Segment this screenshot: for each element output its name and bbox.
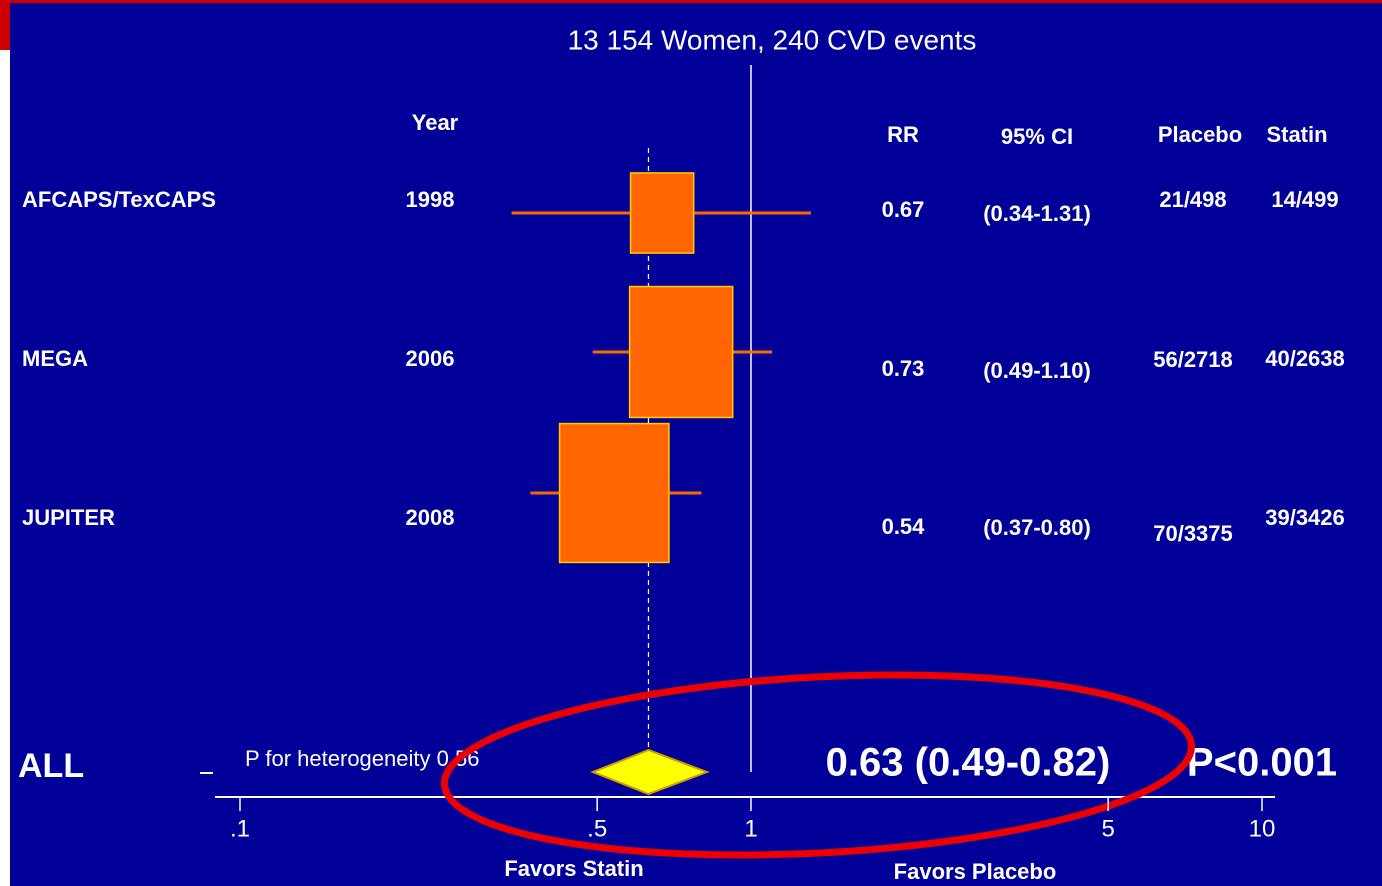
study-ci: (0.49-1.10) [983, 358, 1091, 383]
highlight-ellipse [440, 671, 1196, 859]
study-year: 2006 [406, 346, 455, 371]
study-statin: 40/2638 [1265, 346, 1345, 371]
study-ci: (0.37-0.80) [983, 515, 1091, 540]
x-tick-label: 10 [1249, 815, 1276, 842]
left-margin [0, 50, 10, 886]
header-rr: RR [887, 122, 919, 147]
study-placebo: 70/3375 [1153, 521, 1233, 546]
study-name: AFCAPS/TexCAPS [22, 187, 216, 212]
study-year: 1998 [406, 187, 455, 212]
study-ci: (0.34-1.31) [983, 201, 1091, 226]
header-year: Year [412, 110, 459, 135]
study-rr: 0.54 [882, 514, 926, 539]
study-box [628, 285, 734, 419]
x-label-right: Favors Placebo [894, 859, 1057, 884]
header-placebo: Placebo [1158, 122, 1242, 147]
study-year: 2008 [406, 505, 455, 530]
pooled-p: P<0.001 [1187, 741, 1337, 785]
study-statin: 39/3426 [1265, 505, 1345, 530]
study-box [558, 422, 670, 564]
study-name: JUPITER [22, 505, 115, 530]
corner-block [0, 0, 10, 50]
study-statin: 14/499 [1271, 187, 1338, 212]
pooled-name: ALL [18, 747, 84, 785]
chart-title: 13 154 Women, 240 CVD events [568, 24, 977, 55]
pooled-label: 0.63 (0.49-0.82) [826, 741, 1111, 785]
x-tick-label: 5 [1101, 815, 1114, 842]
study-placebo: 21/498 [1159, 187, 1226, 212]
study-rr: 0.67 [882, 197, 925, 222]
heterogeneity: P for heterogeneity 0.56 [245, 746, 479, 771]
study-name: MEGA [22, 346, 88, 371]
plot [440, 65, 1196, 859]
pooled-diamond [589, 748, 710, 796]
study-placebo: 56/2718 [1153, 347, 1233, 372]
header-ci: 95% CI [1001, 124, 1073, 149]
x-tick-label: 1 [744, 815, 757, 842]
study-rr: 0.73 [882, 356, 925, 381]
header-statin: Statin [1266, 122, 1327, 147]
x-tick-label: .5 [587, 815, 607, 842]
x-tick-label: .1 [230, 815, 250, 842]
study-box [629, 172, 695, 254]
top-rule [0, 0, 1382, 3]
x-label-left: Favors Statin [504, 856, 643, 881]
